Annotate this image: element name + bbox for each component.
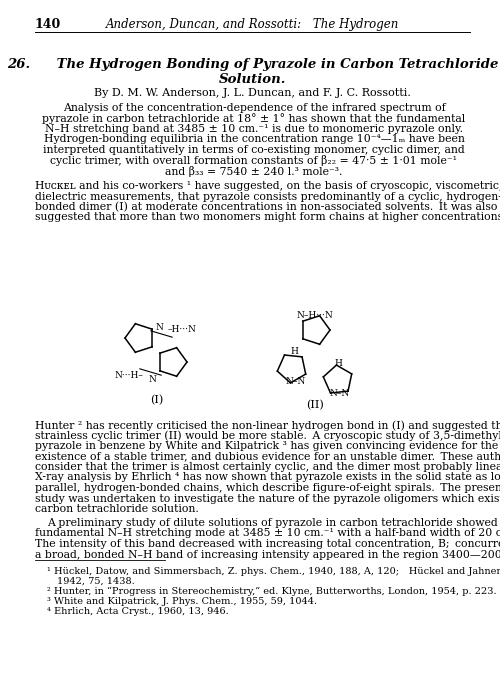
Text: X-ray analysis by Ehrlich ⁴ has now shown that pyrazole exists in the solid stat: X-ray analysis by Ehrlich ⁴ has now show…: [35, 473, 500, 483]
Text: 26.  The Hydrogen Bonding of Pyrazole in Carbon Tetrachloride: 26. The Hydrogen Bonding of Pyrazole in …: [7, 58, 498, 71]
Text: strainless cyclic trimer (II) would be more stable. A cryoscopic study of 3,5-di: strainless cyclic trimer (II) would be m…: [35, 430, 500, 441]
Text: interpreted quantitatively in terms of co-existing monomer, cyclic dimer, and: interpreted quantitatively in terms of c…: [43, 145, 465, 155]
Text: Hᴜᴄᴋᴇʟ and his co-workers ¹ have suggested, on the basis of cryoscopic, viscomet: Hᴜᴄᴋᴇʟ and his co-workers ¹ have suggest…: [35, 181, 500, 191]
Text: 140: 140: [35, 18, 61, 31]
Text: ⁴ Ehrlich, Acta Cryst., 1960, 13, 946.: ⁴ Ehrlich, Acta Cryst., 1960, 13, 946.: [47, 607, 229, 616]
Text: H: H: [334, 359, 342, 367]
Text: N–N: N–N: [330, 388, 350, 397]
Text: N···H–: N···H–: [114, 371, 143, 380]
Text: dielectric measurements, that pyrazole consists predominantly of a cyclic, hydro: dielectric measurements, that pyrazole c…: [35, 191, 500, 202]
Text: Analysis of the concentration-dependence of the infrared spectrum of: Analysis of the concentration-dependence…: [62, 103, 446, 113]
Text: 1942, 75, 1438.: 1942, 75, 1438.: [57, 577, 135, 586]
Text: cyclic trimer, with overall formation constants of β₂₂ = 47·5 ± 1·01 mole⁻¹: cyclic trimer, with overall formation co…: [50, 155, 458, 166]
Text: Hunter ² has recently criticised the non-linear hydrogen bond in (I) and suggest: Hunter ² has recently criticised the non…: [35, 420, 500, 430]
Text: N: N: [155, 323, 163, 331]
Text: fundamental N–H stretching mode at 3485 ± 10 cm.⁻¹ with a half-band width of 20 : fundamental N–H stretching mode at 3485 …: [35, 528, 500, 538]
Text: (I): (I): [150, 395, 164, 405]
Text: and β₃₃ = 7540 ± 240 l.³ mole⁻³.: and β₃₃ = 7540 ± 240 l.³ mole⁻³.: [166, 166, 342, 177]
Text: –H···N: –H···N: [168, 325, 197, 335]
Text: ² Hunter, in “Progress in Stereochemistry,” ed. Klyne, Butterworths, London, 195: ² Hunter, in “Progress in Stereochemistr…: [47, 587, 496, 596]
Text: (II): (II): [306, 400, 324, 410]
Text: The intensity of this band decreased with increasing total concentration, B; con: The intensity of this band decreased wit…: [35, 539, 500, 549]
Text: ³ White and Kilpatrick, J. Phys. Chem., 1955, 59, 1044.: ³ White and Kilpatrick, J. Phys. Chem., …: [47, 597, 317, 606]
Text: carbon tetrachloride solution.: carbon tetrachloride solution.: [35, 504, 199, 514]
Text: parallel, hydrogen-bonded chains, which describe figure-of-eight spirals. The pr: parallel, hydrogen-bonded chains, which …: [35, 483, 500, 493]
Text: a broad, bonded N–H band of increasing intensity appeared in the region 3400—200: a broad, bonded N–H band of increasing i…: [35, 549, 500, 559]
Text: Anderson, Duncan, and Rossotti: The Hydrogen: Anderson, Duncan, and Rossotti: The Hydr…: [106, 18, 399, 31]
Text: ¹ Hückel, Datow, and Simmersbach, Z. phys. Chem., 1940, 188, A, 120; Hückel and : ¹ Hückel, Datow, and Simmersbach, Z. phy…: [47, 567, 500, 576]
Text: Solution.: Solution.: [219, 73, 286, 86]
Text: pyrazole in carbon tetrachloride at 18° ± 1° has shown that the fundamental: pyrazole in carbon tetrachloride at 18° …: [42, 113, 466, 124]
Text: N–N: N–N: [286, 378, 306, 386]
Text: N–H stretching band at 3485 ± 10 cm.⁻¹ is due to monomeric pyrazole only.: N–H stretching band at 3485 ± 10 cm.⁻¹ i…: [45, 124, 463, 134]
Text: A preliminary study of dilute solutions of pyrazole in carbon tetrachloride show: A preliminary study of dilute solutions …: [47, 518, 500, 528]
Text: By D. M. W. Anderson, J. L. Duncan, and F. J. C. Rossotti.: By D. M. W. Anderson, J. L. Duncan, and …: [94, 88, 411, 98]
Text: N–H···N: N–H···N: [296, 312, 334, 320]
Text: study was undertaken to investigate the nature of the pyrazole oligomers which e: study was undertaken to investigate the …: [35, 494, 500, 504]
Text: bonded dimer (I) at moderate concentrations in non-associated solvents. It was a: bonded dimer (I) at moderate concentrati…: [35, 202, 498, 213]
Text: Hydrogen-bonding equilibria in the concentration range 10⁻⁴—1ₘ have been: Hydrogen-bonding equilibria in the conce…: [44, 134, 465, 145]
Text: H: H: [290, 348, 298, 356]
Text: pyrazole in benzene by White and Kilpatrick ³ has given convincing evidence for : pyrazole in benzene by White and Kilpatr…: [35, 441, 498, 451]
Text: suggested that more than two monomers might form chains at higher concentrations: suggested that more than two monomers mi…: [35, 213, 500, 223]
Text: N: N: [148, 375, 156, 384]
Text: existence of a stable trimer, and dubious evidence for an unstable dimer. These : existence of a stable trimer, and dubiou…: [35, 452, 500, 462]
Text: consider that the trimer is almost certainly cyclic, and the dimer most probably: consider that the trimer is almost certa…: [35, 462, 500, 472]
